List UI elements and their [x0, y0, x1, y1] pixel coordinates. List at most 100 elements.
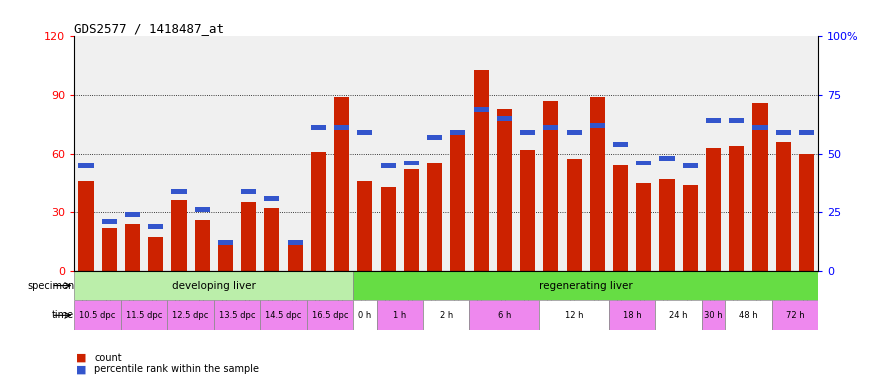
Bar: [357, 130, 373, 135]
Text: 72 h: 72 h: [786, 311, 804, 320]
Text: developing liver: developing liver: [172, 281, 255, 291]
Bar: [451, 134, 466, 271]
Bar: [520, 130, 536, 135]
Bar: [725, 300, 772, 330]
Text: 18 h: 18 h: [623, 311, 641, 320]
Bar: [423, 300, 470, 330]
Bar: [148, 237, 164, 271]
Text: count: count: [94, 353, 123, 363]
Text: ■: ■: [76, 364, 87, 374]
Bar: [799, 154, 814, 271]
Bar: [636, 161, 651, 166]
Bar: [706, 148, 721, 271]
Bar: [74, 271, 354, 300]
Bar: [74, 300, 121, 330]
Bar: [660, 179, 675, 271]
Bar: [167, 300, 214, 330]
Bar: [264, 208, 279, 271]
Bar: [354, 271, 818, 300]
Text: 11.5 dpc: 11.5 dpc: [126, 311, 162, 320]
Bar: [381, 187, 396, 271]
Bar: [381, 163, 396, 168]
Bar: [702, 300, 725, 330]
Bar: [148, 224, 164, 229]
Bar: [264, 196, 279, 200]
Bar: [218, 240, 233, 245]
Text: 6 h: 6 h: [498, 311, 511, 320]
Text: 12 h: 12 h: [565, 311, 584, 320]
Bar: [121, 300, 167, 330]
Text: 24 h: 24 h: [669, 311, 688, 320]
Bar: [102, 228, 116, 271]
Bar: [288, 245, 303, 271]
Text: percentile rank within the sample: percentile rank within the sample: [94, 364, 260, 374]
Bar: [334, 126, 349, 130]
Text: time: time: [52, 310, 74, 320]
Bar: [473, 70, 488, 271]
Bar: [214, 300, 261, 330]
Bar: [427, 135, 442, 140]
Bar: [376, 300, 423, 330]
Bar: [729, 118, 745, 123]
Text: specimen: specimen: [27, 281, 74, 291]
Bar: [520, 150, 536, 271]
Bar: [218, 245, 233, 271]
Text: 10.5 dpc: 10.5 dpc: [80, 311, 116, 320]
Text: regenerating liver: regenerating liver: [539, 281, 633, 291]
Bar: [79, 163, 94, 168]
Bar: [172, 189, 186, 194]
Bar: [660, 156, 675, 161]
Bar: [539, 300, 609, 330]
Bar: [404, 161, 419, 166]
Bar: [543, 101, 558, 271]
Bar: [799, 130, 814, 135]
Bar: [357, 181, 373, 271]
Bar: [242, 202, 256, 271]
Bar: [470, 300, 539, 330]
Bar: [497, 109, 512, 271]
Text: 12.5 dpc: 12.5 dpc: [172, 311, 209, 320]
Bar: [543, 126, 558, 130]
Bar: [125, 224, 140, 271]
Bar: [566, 159, 582, 271]
Text: 1 h: 1 h: [393, 311, 406, 320]
Bar: [776, 130, 791, 135]
Bar: [451, 130, 466, 135]
Bar: [590, 97, 605, 271]
Bar: [79, 181, 94, 271]
Bar: [288, 240, 303, 245]
Bar: [497, 116, 512, 121]
Bar: [636, 183, 651, 271]
Bar: [566, 130, 582, 135]
Bar: [354, 300, 376, 330]
Bar: [613, 165, 628, 271]
Bar: [752, 126, 767, 130]
Bar: [125, 212, 140, 217]
Bar: [307, 300, 354, 330]
Bar: [311, 152, 326, 271]
Bar: [427, 163, 442, 271]
Bar: [609, 300, 655, 330]
Text: 2 h: 2 h: [439, 311, 453, 320]
Text: 14.5 dpc: 14.5 dpc: [265, 311, 302, 320]
Bar: [102, 219, 116, 224]
Bar: [729, 146, 745, 271]
Bar: [655, 300, 702, 330]
Text: 13.5 dpc: 13.5 dpc: [219, 311, 256, 320]
Text: 16.5 dpc: 16.5 dpc: [312, 311, 348, 320]
Bar: [172, 200, 186, 271]
Text: ■: ■: [76, 353, 87, 363]
Bar: [752, 103, 767, 271]
Bar: [194, 207, 210, 212]
Bar: [706, 118, 721, 123]
Bar: [404, 169, 419, 271]
Bar: [682, 163, 698, 168]
Bar: [682, 185, 698, 271]
Bar: [772, 300, 818, 330]
Bar: [334, 97, 349, 271]
Bar: [261, 300, 307, 330]
Bar: [311, 126, 326, 130]
Text: 30 h: 30 h: [704, 311, 723, 320]
Bar: [776, 142, 791, 271]
Text: 48 h: 48 h: [739, 311, 758, 320]
